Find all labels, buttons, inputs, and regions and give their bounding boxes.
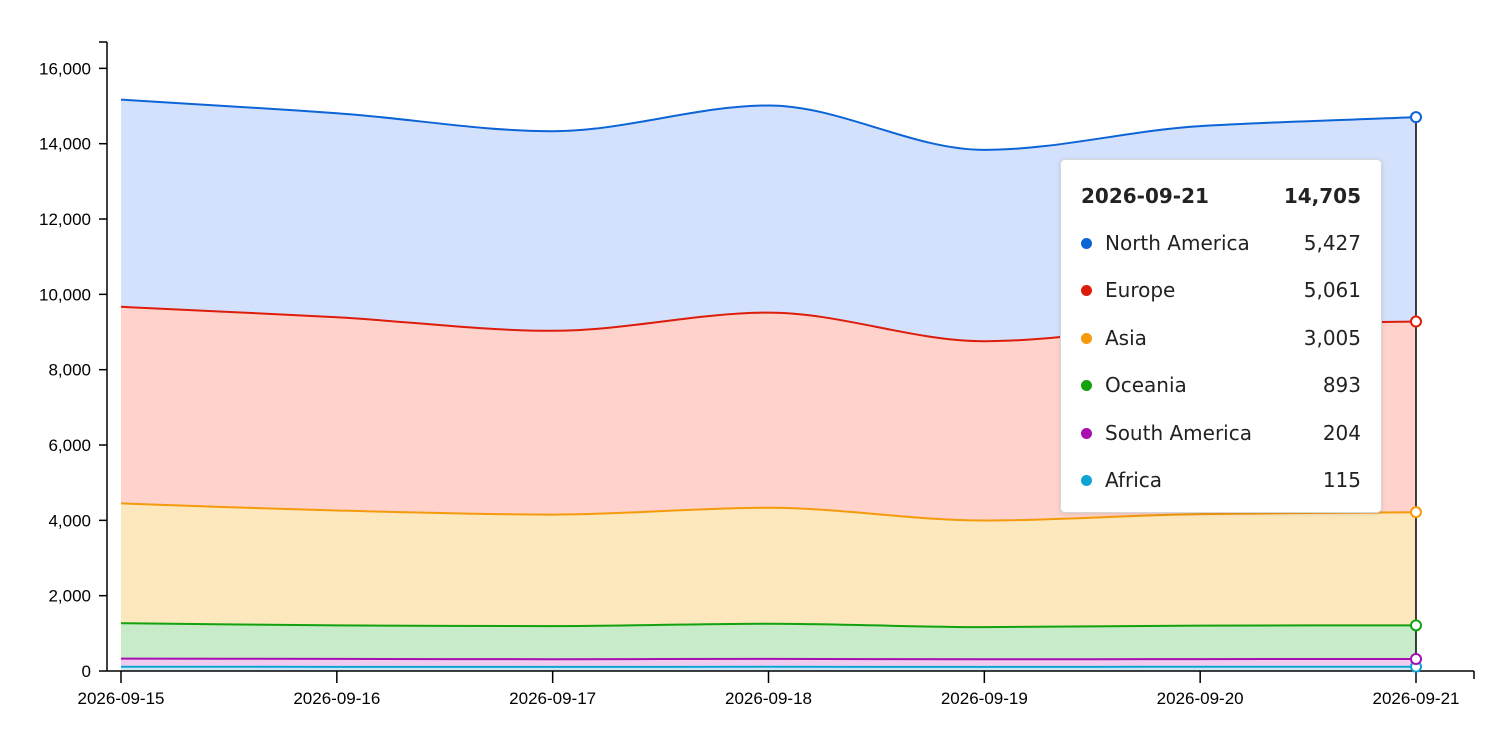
area-asia [121, 503, 1416, 628]
tooltip-total: 14,705 [1283, 184, 1361, 208]
area-south-america [121, 658, 1416, 667]
x-tick-label: 2026-09-18 [725, 689, 812, 708]
tooltip-row-europe: Europe 5,061 [1081, 276, 1361, 304]
marker-oceania [1410, 619, 1422, 632]
y-tick-label: 14,000 [39, 135, 91, 154]
tooltip-series-name: Europe [1105, 278, 1176, 302]
x-tick-label: 2026-09-17 [509, 689, 596, 708]
tooltip: 2026-09-21 14,705 North America 5,427 Eu… [1060, 159, 1382, 513]
series-dot [1081, 332, 1092, 344]
tooltip-date: 2026-09-21 [1081, 184, 1209, 208]
series-dot [1081, 427, 1092, 439]
x-tick-label: 2026-09-15 [78, 689, 165, 708]
line-south-america [120, 657, 1417, 661]
tooltip-series-value: 115 [1322, 468, 1361, 492]
tooltip-series-value: 893 [1322, 373, 1361, 397]
axes: 0 2,000 4,000 6,000 8,000 10,000 12,000 14,000 1… [39, 41, 1475, 708]
y-tick-label: 16,000 [39, 59, 91, 78]
tooltip-row-africa: Africa 115 [1081, 466, 1361, 494]
x-tick-label: 2026-09-20 [1157, 689, 1244, 708]
tooltip-series-name: Africa [1105, 468, 1163, 492]
tooltip-row-asia: Asia 3,005 [1081, 324, 1361, 352]
tooltip-series-name: Asia [1105, 326, 1147, 350]
marker-north-america [1410, 111, 1422, 124]
x-tick-label: 2026-09-16 [293, 689, 380, 708]
marker-europe [1410, 315, 1422, 328]
line-asia [120, 502, 1417, 522]
tooltip-series-value: 3,005 [1303, 326, 1361, 350]
line-oceania [120, 622, 1417, 629]
marker-asia [1410, 506, 1422, 519]
y-tick-label: 0 [82, 662, 91, 681]
series-dot [1081, 379, 1092, 391]
y-tick-label: 10,000 [39, 285, 91, 304]
series-dot [1081, 284, 1092, 296]
tooltip-series-name: South America [1105, 421, 1252, 445]
tooltip-row-north-america: North America 5,427 [1081, 229, 1361, 257]
y-tick-label: 6,000 [48, 436, 91, 455]
tooltip-header: 2026-09-21 14,705 [1081, 182, 1361, 210]
y-tick-label: 2,000 [48, 587, 91, 606]
y-tick-label: 8,000 [48, 361, 91, 380]
x-tick-label: 2026-09-21 [1373, 689, 1460, 708]
area-oceania [121, 623, 1416, 660]
x-tick-label: 2026-09-19 [941, 689, 1028, 708]
tooltip-series-name: Oceania [1105, 373, 1187, 397]
tooltip-row-south-america: South America 204 [1081, 419, 1361, 447]
hover-markers [1410, 111, 1422, 673]
tooltip-row-oceania: Oceania 893 [1081, 371, 1361, 399]
series-dot [1081, 237, 1092, 249]
marker-south-america [1410, 652, 1422, 665]
tooltip-series-name: North America [1105, 231, 1250, 255]
tooltip-series-value: 204 [1322, 421, 1361, 445]
y-tick-label: 12,000 [39, 210, 91, 229]
series-dot [1081, 474, 1092, 486]
line-north-america [120, 98, 1417, 151]
tooltip-series-value: 5,061 [1303, 278, 1361, 302]
y-tick-label: 4,000 [48, 511, 91, 530]
tooltip-series-value: 5,427 [1303, 231, 1361, 255]
